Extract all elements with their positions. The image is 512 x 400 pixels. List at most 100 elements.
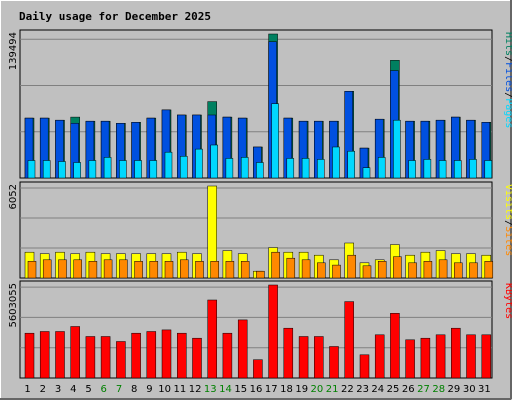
visits-bar-sites-day-8 xyxy=(134,261,143,279)
visits-bar-sites-day-29 xyxy=(454,262,463,279)
kbytes-bar-kbytes-day-7 xyxy=(116,341,126,379)
legend-kbytes: KBytes xyxy=(503,283,512,319)
visits-bar-sites-day-31 xyxy=(484,261,494,279)
hits-bar-pages-day-25 xyxy=(393,119,401,179)
visits-legend: Visits/Sites xyxy=(503,184,512,256)
x-tick-day-3: 3 xyxy=(55,384,61,395)
visits-bar-sites-day-9 xyxy=(149,261,159,279)
x-axis-labels: 1 2 3 4 5 6 7 8 9 10 11 12 13 14 15 16 17 18 19 20 21 22 23 24 2… xyxy=(24,384,490,395)
kbytes-bar-kbytes-day-15 xyxy=(237,319,248,379)
hits-bar-pages-day-30 xyxy=(469,159,477,179)
hits-max-label: 139494 xyxy=(8,32,19,70)
visits-bar-sites-day-14 xyxy=(225,261,235,279)
hits-bar-pages-day-29 xyxy=(454,160,462,179)
x-tick-day-5: 5 xyxy=(85,384,91,395)
x-tick-day-19: 19 xyxy=(295,384,308,395)
x-tick-day-11: 11 xyxy=(174,384,187,395)
kbytes-bar-kbytes-day-5 xyxy=(85,336,96,379)
panel-kbytes: 5603055 KBytes xyxy=(8,280,512,379)
visits-bar-sites-day-30 xyxy=(469,262,478,279)
x-tick-day-31: 31 xyxy=(478,384,491,395)
hits-bar-pages-day-1 xyxy=(27,160,36,179)
hits-bar-pages-day-5 xyxy=(88,160,97,179)
x-tick-day-12: 12 xyxy=(189,384,202,395)
legend-visits: Visits xyxy=(503,184,512,220)
legend-hits: Hits xyxy=(503,32,512,56)
hits-bar-pages-day-14 xyxy=(225,158,234,179)
visits-bar-sites-day-2 xyxy=(42,259,52,279)
visits-bar-sites-day-19 xyxy=(301,259,311,279)
hits-bar-pages-day-10 xyxy=(164,151,173,179)
kbytes-bar-kbytes-day-20 xyxy=(314,336,324,379)
x-tick-day-18: 18 xyxy=(280,384,293,395)
kbytes-bar-kbytes-day-29 xyxy=(451,327,461,379)
hits-bar-pages-day-26 xyxy=(408,160,416,179)
visits-bar-sites-day-20 xyxy=(317,262,326,279)
hits-legend: Hits/Files/Pages xyxy=(503,32,512,128)
hits-bar-pages-day-21 xyxy=(332,146,340,179)
hits-bar-pages-day-6 xyxy=(103,157,112,179)
visits-bar-sites-day-6 xyxy=(103,259,113,279)
hits-bar-pages-day-17 xyxy=(271,103,279,179)
kbytes-bar-kbytes-day-21 xyxy=(329,346,339,379)
hits-bar-pages-day-18 xyxy=(286,158,295,179)
visits-bar-sites-day-17 xyxy=(271,251,280,279)
visits-bar-sites-day-16 xyxy=(256,270,265,279)
x-tick-day-16: 16 xyxy=(250,384,263,395)
hits-bar-pages-day-8 xyxy=(134,160,142,179)
kbytes-bar-kbytes-day-9 xyxy=(146,331,157,379)
x-tick-day-6: 6 xyxy=(101,384,107,395)
kbytes-max-label: 5603055 xyxy=(8,283,19,328)
kbytes-bar-kbytes-day-25 xyxy=(390,313,400,379)
visits-bar-sites-day-4 xyxy=(73,259,82,279)
hits-bar-pages-day-23 xyxy=(362,167,371,179)
visits-bar-sites-day-7 xyxy=(119,259,128,279)
visits-bar-sites-day-13 xyxy=(210,261,219,279)
x-tick-day-17: 17 xyxy=(265,384,278,395)
x-tick-day-28: 28 xyxy=(432,384,445,395)
hits-bar-pages-day-7 xyxy=(119,160,127,179)
hits-bar-pages-day-16 xyxy=(256,162,264,179)
kbytes-bar-kbytes-day-19 xyxy=(298,336,309,379)
x-tick-day-22: 22 xyxy=(341,384,354,395)
kbytes-bar-kbytes-day-24 xyxy=(374,334,385,379)
kbytes-legend: KBytes xyxy=(503,283,512,319)
visits-bar-sites-day-1 xyxy=(27,261,37,279)
x-tick-day-20: 20 xyxy=(311,384,324,395)
kbytes-bar-kbytes-day-17 xyxy=(268,284,278,379)
kbytes-bar-kbytes-day-31 xyxy=(481,334,492,379)
hits-bar-pages-day-28 xyxy=(438,160,447,179)
legend-slash: / xyxy=(503,56,512,62)
kbytes-bar-kbytes-day-26 xyxy=(405,339,415,379)
x-tick-day-21: 21 xyxy=(326,384,339,395)
x-tick-day-9: 9 xyxy=(146,384,152,395)
x-tick-day-30: 30 xyxy=(463,384,476,395)
kbytes-bar-kbytes-day-8 xyxy=(131,332,141,379)
kbytes-bar-kbytes-day-27 xyxy=(420,337,431,379)
kbytes-bar-kbytes-day-18 xyxy=(283,327,294,379)
kbytes-bar-kbytes-day-1 xyxy=(24,332,35,379)
panel-visits: 6052 Visits/Sites xyxy=(8,181,512,279)
x-tick-day-26: 26 xyxy=(402,384,415,395)
x-tick-day-24: 24 xyxy=(371,384,384,395)
kbytes-bar-kbytes-day-16 xyxy=(253,359,263,379)
x-tick-day-1: 1 xyxy=(24,384,30,395)
x-tick-day-27: 27 xyxy=(417,384,430,395)
visits-bar-sites-day-22 xyxy=(347,254,356,279)
kbytes-bar-kbytes-day-2 xyxy=(39,331,50,379)
visits-bar-sites-day-10 xyxy=(164,261,174,279)
hits-bar-pages-day-13 xyxy=(210,144,218,179)
x-tick-day-14: 14 xyxy=(219,384,232,395)
hits-bar-pages-day-9 xyxy=(149,160,158,179)
kbytes-bar-kbytes-day-6 xyxy=(100,336,111,379)
visits-bar-sites-day-15 xyxy=(240,261,250,279)
x-tick-day-25: 25 xyxy=(387,384,400,395)
visits-bar-sites-day-26 xyxy=(408,262,417,279)
x-tick-day-2: 2 xyxy=(40,384,46,395)
kbytes-bar-kbytes-day-4 xyxy=(70,326,80,379)
legend-files: Files xyxy=(503,62,512,92)
hits-bar-pages-day-27 xyxy=(423,159,432,179)
visits-bar-sites-day-18 xyxy=(286,257,296,279)
visits-bar-sites-day-27 xyxy=(423,261,433,279)
